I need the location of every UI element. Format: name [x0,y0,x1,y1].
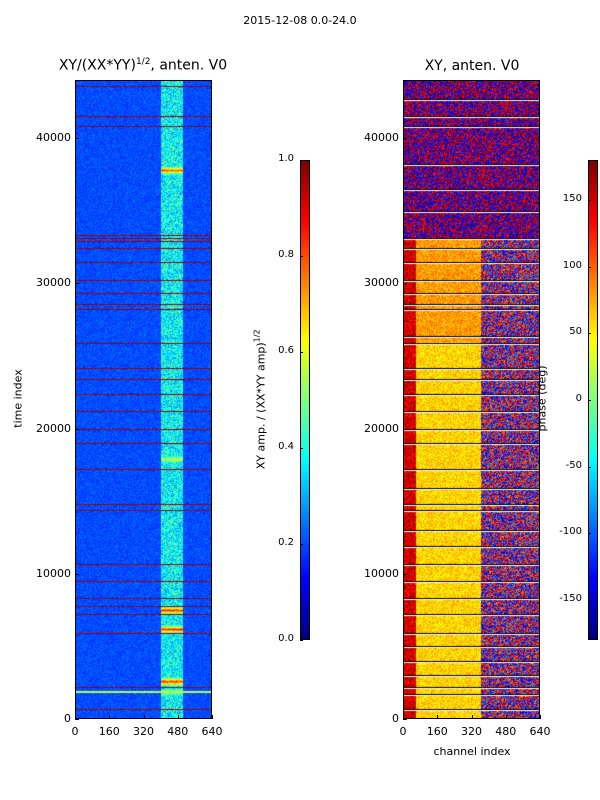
y-tick-mark [75,138,79,140]
y-tick-mark [75,283,79,285]
y-tick-mark [75,428,79,430]
colorbar-tick-label: 0.8 [278,249,294,260]
x-tick-label: 480 [167,725,189,738]
x-tick-label: 640 [529,725,551,738]
y-tick-label: 10000 [364,566,399,580]
y-tick-label: 40000 [364,131,399,145]
y-tick-label: 30000 [364,276,399,290]
y-tick-mark [403,573,407,575]
colorbar-tick-mark [588,466,591,468]
colorbar-tick-label: 100 [562,259,582,271]
colorbar-tick-mark [300,640,303,641]
x-tick-label: 640 [201,725,223,738]
y-tick-label: 40000 [36,131,71,145]
left-title-suffix: , anten. V0 [150,57,228,74]
colorbar-tick-mark [300,256,303,257]
colorbar-tick-label: 0.6 [278,345,294,356]
x-tick-label: 320 [133,725,154,738]
x-tick-mark [505,715,507,719]
colorbar-tick-mark [588,200,591,201]
y-tick-label: 20000 [36,421,71,435]
x-tick-mark [109,715,111,719]
colorbar-tick-mark [300,352,303,353]
left-title-text: XY/(XX*YY) [58,57,136,74]
colorbar-tick-label: 150 [562,193,582,204]
x-tick-mark [212,715,213,719]
right-x-axis-label: channel index [433,745,511,758]
y-tick-label: 10000 [36,566,71,580]
colorbar-tick-label: -100 [559,526,582,538]
y-tick-mark [403,283,407,285]
figure-title: 2015-12-08 0.0-24.0 [243,14,357,27]
x-tick-label: 0 [399,725,407,738]
right-colorbar-label: phase (deg) [535,365,549,432]
colorbar-tick-label: 0 [575,393,582,404]
left-heatmap [75,80,212,719]
colorbar-tick-label: 0.4 [278,441,294,452]
colorbar-tick-mark [588,333,591,335]
y-tick-mark [75,719,79,720]
x-tick-mark [177,715,179,719]
colorbar-tick-label: 0.2 [278,537,294,548]
colorbar-tick-mark [588,600,591,601]
x-tick-mark [403,715,404,719]
x-tick-label: 0 [71,725,79,738]
left-colorbar-label: XY amp. / (XX*YY amp)1/2 [253,309,268,489]
y-tick-label: 0 [392,712,399,725]
y-tick-label: 20000 [364,421,399,435]
colorbar-tick-label: -150 [559,593,582,604]
y-tick-mark [403,428,407,430]
right-heatmap [403,80,540,719]
y-tick-mark [403,719,407,720]
y-tick-label: 0 [64,712,71,725]
x-tick-label: 160 [426,725,448,738]
colorbar-tick-mark [588,266,591,268]
left-colorbar [300,160,310,640]
colorbar-tick-mark [588,533,591,535]
x-tick-mark [540,715,541,719]
x-tick-label: 160 [98,725,120,738]
left-colorbar-label-text: XY amp. / (XX*YY amp) [254,342,268,470]
left-colorbar-label-exponent: 1/2 [252,329,262,343]
x-tick-label: 480 [495,725,517,738]
x-tick-mark [75,715,76,719]
y-tick-label: 30000 [36,276,71,290]
y-tick-mark [75,573,79,575]
colorbar-tick-label: 1.0 [278,153,294,164]
y-tick-mark [403,138,407,140]
colorbar-tick-mark [300,448,303,449]
x-tick-mark [143,715,145,719]
colorbar-tick-mark [300,544,303,545]
colorbar-tick-mark [300,160,303,161]
left-title-exponent: 1/2 [135,57,151,67]
x-tick-label: 320 [461,725,482,738]
left-plot-title: XY/(XX*YY)1/2, anten. V0 [20,57,266,74]
right-plot-title: XY, anten. V0 [424,58,520,74]
colorbar-tick-label: -50 [565,459,582,471]
colorbar-tick-label: 50 [569,326,582,338]
colorbar-tick-mark [588,400,591,401]
x-tick-mark [437,715,439,719]
colorbar-tick-label: 0.0 [278,633,294,644]
left-y-axis-label: time index [11,369,25,428]
x-tick-mark [471,715,473,719]
